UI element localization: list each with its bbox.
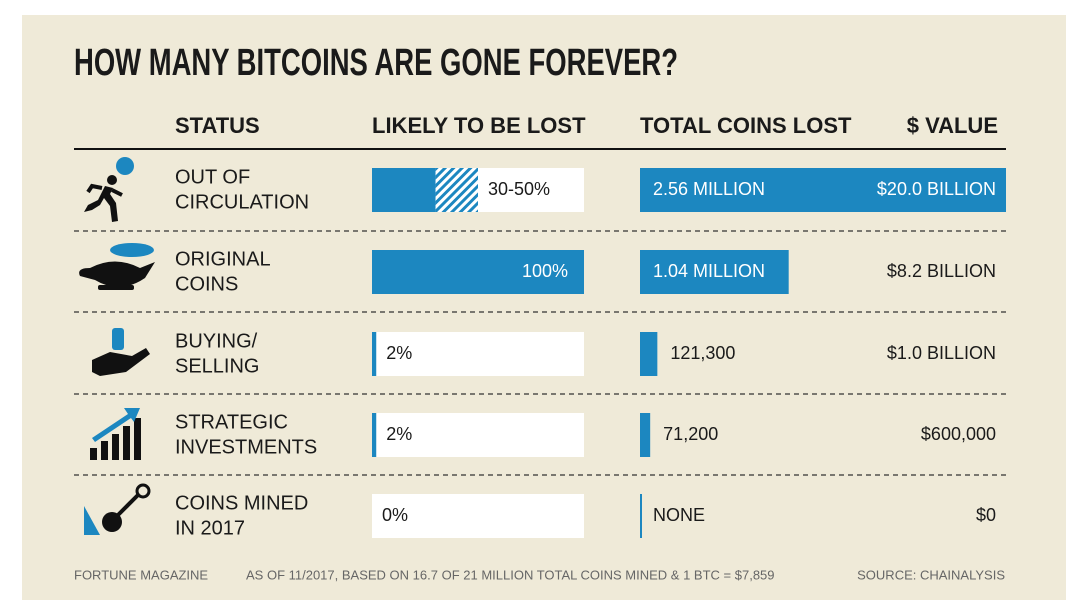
status: IN 2017	[175, 517, 245, 539]
coins-bar	[640, 168, 1006, 212]
column-header: $ VALUE	[907, 113, 998, 138]
coins-label: 2.56 MILLION	[653, 179, 765, 199]
status: INVESTMENTS	[175, 436, 317, 458]
value-label: $8.2 BILLION	[887, 261, 996, 281]
icons	[79, 157, 155, 535]
likely-bar	[372, 332, 377, 376]
likely-track	[372, 332, 584, 376]
footer-source-left: FORTUNE MAGAZINE	[74, 567, 208, 582]
likely-track	[372, 494, 584, 538]
coins-bar	[640, 250, 789, 294]
likely-bar	[372, 413, 377, 457]
value-label: $600,000	[921, 424, 996, 444]
coins-label: 1.04 MILLION	[653, 261, 765, 281]
coins-bar	[640, 332, 658, 376]
footer-source: SOURCE: CHAINALYSIS	[857, 567, 1005, 582]
likely-label: 0%	[382, 505, 408, 525]
coins-label: 121,300	[670, 343, 735, 363]
coins-bar	[640, 413, 651, 457]
footer-note: AS OF 11/2017, BASED ON 16.7 OF 21 MILLI…	[246, 567, 775, 582]
likely-bar	[372, 168, 436, 212]
column-header: STATUS	[175, 113, 260, 138]
coins-label: NONE	[653, 505, 705, 525]
value-label: $0	[976, 505, 996, 525]
column-header: LIKELY TO BE LOST	[372, 113, 586, 138]
value-label: $20.0 BILLION	[877, 179, 996, 199]
status: COINS	[175, 273, 238, 295]
status: ORIGINAL	[175, 248, 271, 270]
title: HOW MANY BITCOINS ARE GONE FOREVER?	[74, 42, 678, 84]
status: STRATEGIC	[175, 411, 288, 433]
separators	[74, 230, 1006, 476]
status: CIRCULATION	[175, 191, 309, 213]
likely-label: 30-50%	[488, 179, 550, 199]
status: SELLING	[175, 355, 259, 377]
status: BUYING/	[175, 330, 258, 352]
likely-bar	[435, 168, 478, 212]
likely-label: 2%	[386, 424, 412, 444]
column-header: TOTAL COINS LOST	[640, 113, 852, 138]
status: COINS MINED	[175, 492, 308, 514]
likely-bar	[372, 250, 584, 294]
value-label: $1.0 BILLION	[887, 343, 996, 363]
likely-track	[372, 413, 584, 457]
coins-label: 71,200	[663, 424, 718, 444]
likely-label: 2%	[386, 343, 412, 363]
likely-label: 100%	[522, 261, 568, 281]
status: OUT OF	[175, 166, 250, 188]
